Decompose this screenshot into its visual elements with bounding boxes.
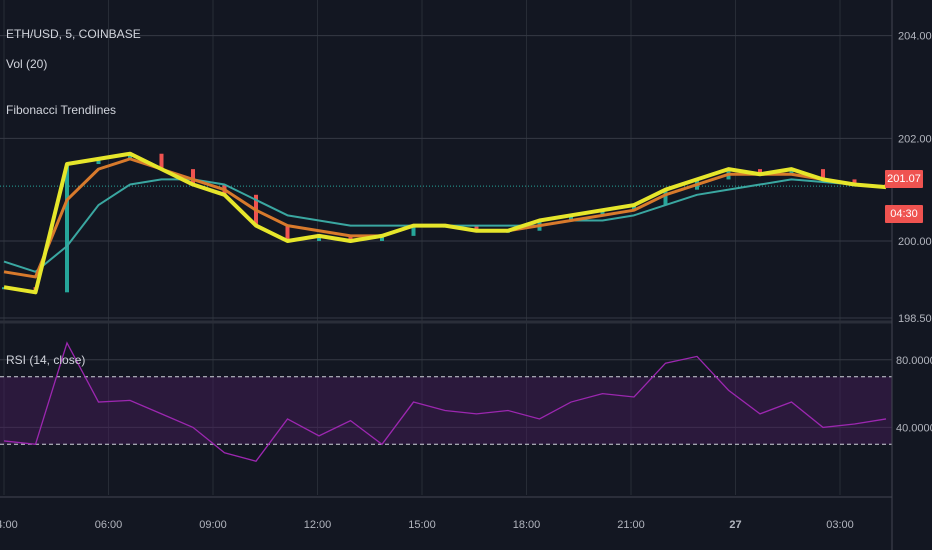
grid	[0, 0, 892, 495]
time-tick-label: 04:00	[0, 519, 18, 531]
last-price-label: 201.07	[885, 170, 923, 188]
volume-legend[interactable]: Vol (20)	[6, 57, 48, 71]
time-tick-label: 27	[729, 519, 741, 531]
price-candle	[758, 169, 762, 175]
moving-average-line	[3, 157, 887, 279]
price-candle	[380, 235, 384, 241]
price-tick-label: 202.00	[898, 133, 932, 145]
time-tick-label: 06:00	[95, 519, 123, 531]
price-candle	[96, 158, 101, 164]
price-candle	[600, 210, 605, 216]
price-candle	[632, 205, 636, 211]
price-candle	[348, 235, 353, 241]
price-tick-label: 198.50	[898, 313, 932, 325]
rsi-tick-label: 40.0000	[896, 422, 932, 434]
symbol-legend[interactable]: ETH/USD, 5, COINBASE	[6, 27, 141, 41]
time-tick-label: 12:00	[304, 519, 332, 531]
price-candle	[663, 189, 668, 206]
price-candle	[821, 169, 825, 180]
rsi-line	[3, 341, 887, 462]
moving-average-line	[3, 151, 887, 295]
price-candle	[285, 225, 290, 241]
price-candle	[191, 169, 195, 185]
time-tick-label: 15:00	[408, 519, 436, 531]
time-tick-label: 03:00	[826, 519, 854, 531]
price-tick-label: 200.00	[898, 236, 932, 248]
time-tick-label: 18:00	[513, 519, 541, 531]
time-axis: 04:00 06:00 09:00 12:00 15:00 18:00 21:00 27 03:…	[0, 519, 854, 531]
price-candle	[789, 169, 794, 175]
countdown-label: 04:30	[885, 205, 923, 223]
rsi-axis: 80.0000 40.0000	[896, 355, 932, 435]
price-candle	[474, 225, 479, 231]
price-axis: 204.00 202.00 200.00 198.50	[898, 31, 932, 325]
price-candle	[128, 153, 132, 159]
price-candle	[159, 153, 164, 170]
price-candle	[65, 164, 69, 293]
series-layer	[2, 151, 888, 462]
time-tick-label: 21:00	[617, 519, 645, 531]
rsi-tick-label: 80.0000	[896, 355, 932, 367]
price-candle	[852, 179, 857, 185]
price-candle	[569, 215, 573, 221]
rsi-legend[interactable]: RSI (14, close)	[6, 353, 86, 367]
price-tick-label: 204.00	[898, 31, 932, 43]
price-candle	[411, 225, 416, 236]
indicator-legend[interactable]: Fibonacci Trendlines	[6, 103, 117, 117]
price-candle	[317, 235, 321, 241]
time-tick-label: 09:00	[199, 519, 227, 531]
